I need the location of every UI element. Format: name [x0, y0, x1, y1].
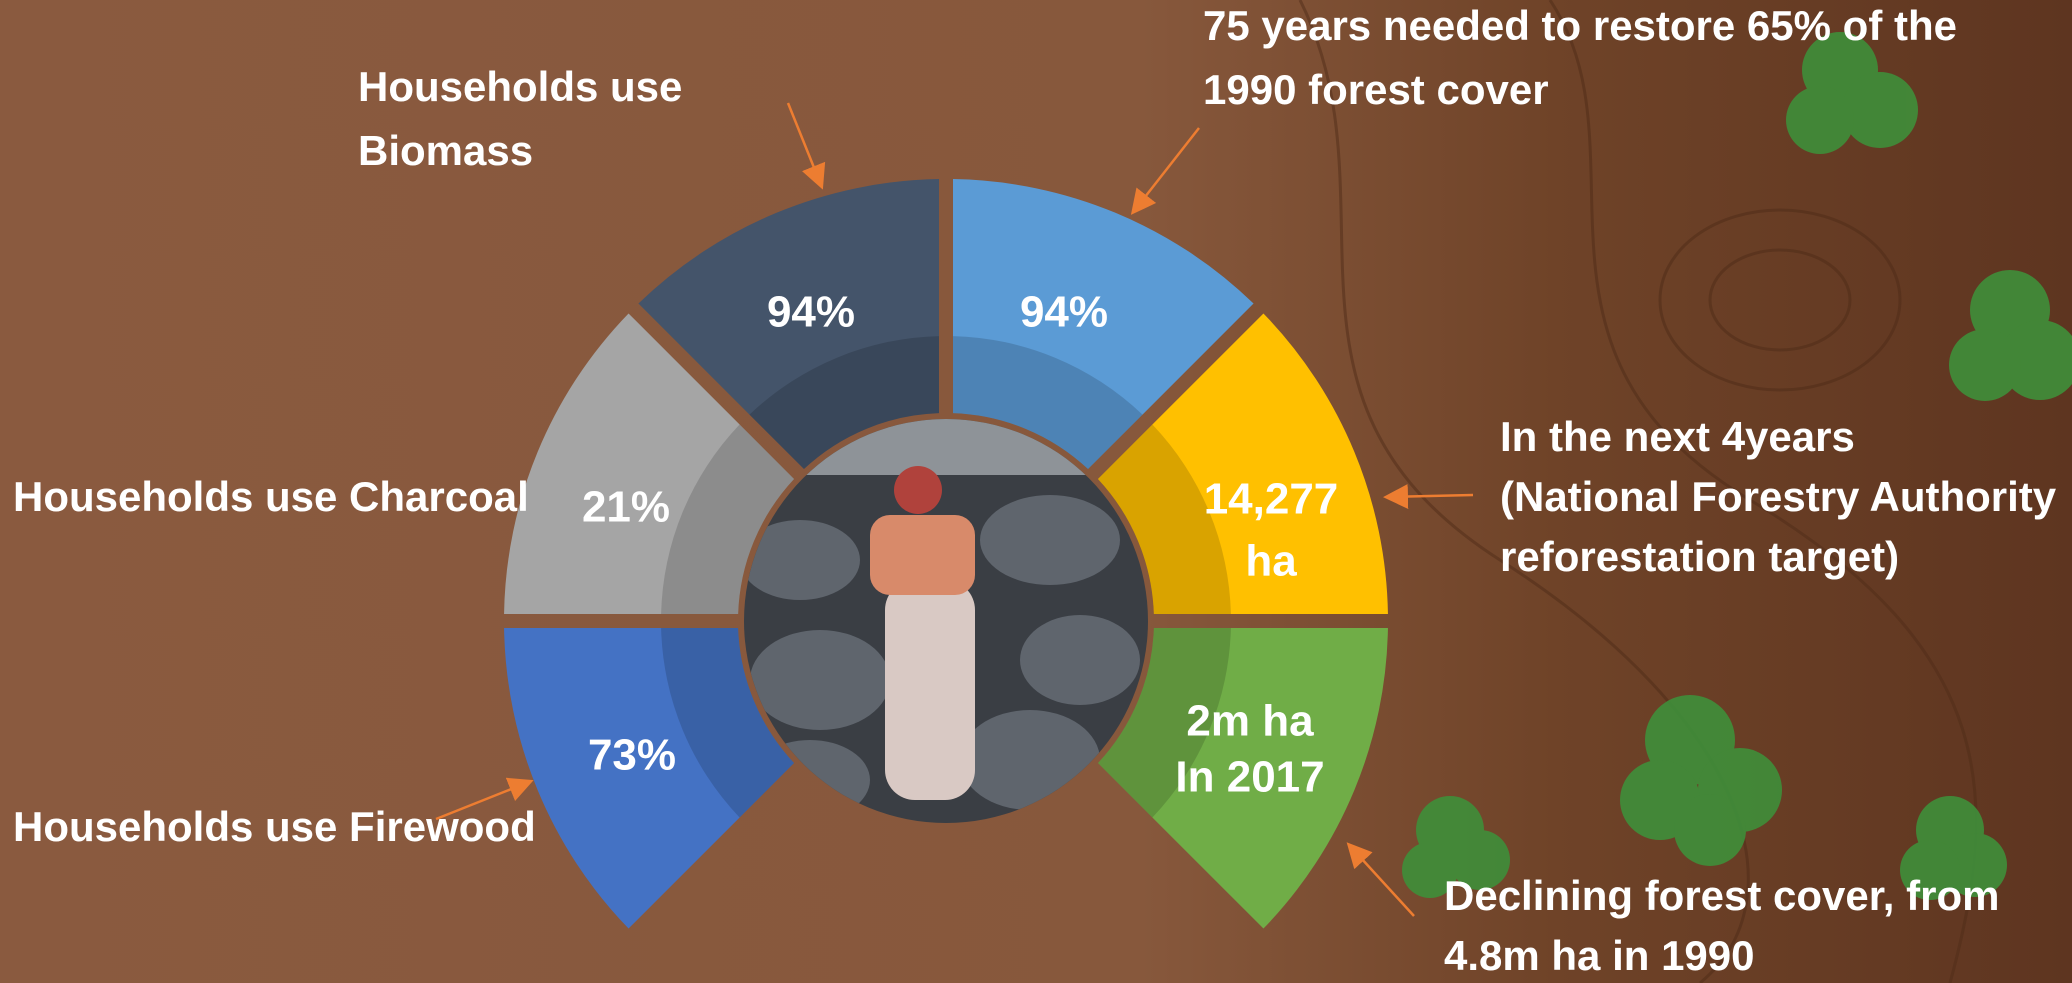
annotation: (National Forestry Authority [1500, 473, 2057, 520]
segment-inner-band [661, 627, 795, 818]
segment-value: In 2017 [1175, 753, 1324, 802]
segment-value: 94% [767, 288, 855, 337]
annotation: Households use Firewood [13, 803, 536, 850]
segment-inner-band [661, 424, 795, 615]
segment-value: ha [1245, 537, 1297, 586]
annotation: 1990 forest cover [1203, 66, 1549, 113]
segment [504, 627, 795, 929]
annotation: 75 years needed to restore 65% of the [1203, 2, 1957, 49]
segment [1097, 627, 1388, 929]
annotation: In the next 4years [1500, 413, 1855, 460]
segment-value: 73% [588, 731, 676, 780]
ring [504, 179, 1388, 929]
segment-inner-band [1097, 424, 1231, 615]
segment [952, 179, 1254, 470]
annotation: Households use [358, 63, 682, 110]
clover-decorations [1402, 32, 2072, 900]
segment [504, 313, 795, 615]
segment-inner-band [952, 336, 1143, 470]
arrow [786, 102, 826, 190]
segment-value: 14,277 [1204, 475, 1339, 524]
arrow [435, 777, 534, 821]
segment-inner-band [749, 336, 940, 470]
labels: 73% Households use Firewood 21% Households … [13, 2, 2057, 979]
annotation: Declining forest cover, from [1444, 872, 1999, 919]
annotation: 4.8m ha in 1990 [1444, 932, 1755, 979]
segment-value: 21% [582, 483, 670, 532]
segment [638, 179, 940, 470]
arrow [1346, 842, 1415, 917]
arrow [1383, 484, 1474, 510]
segment [1097, 313, 1388, 615]
annotation: reforestation target) [1500, 533, 1899, 580]
segment-inner-band [1097, 627, 1231, 818]
segment-value: 2m ha [1186, 697, 1314, 746]
arrow [1130, 127, 1200, 215]
annotation: Households use Charcoal [13, 473, 529, 520]
annotation: Biomass [358, 127, 533, 174]
segment-value: 94% [1020, 288, 1108, 337]
